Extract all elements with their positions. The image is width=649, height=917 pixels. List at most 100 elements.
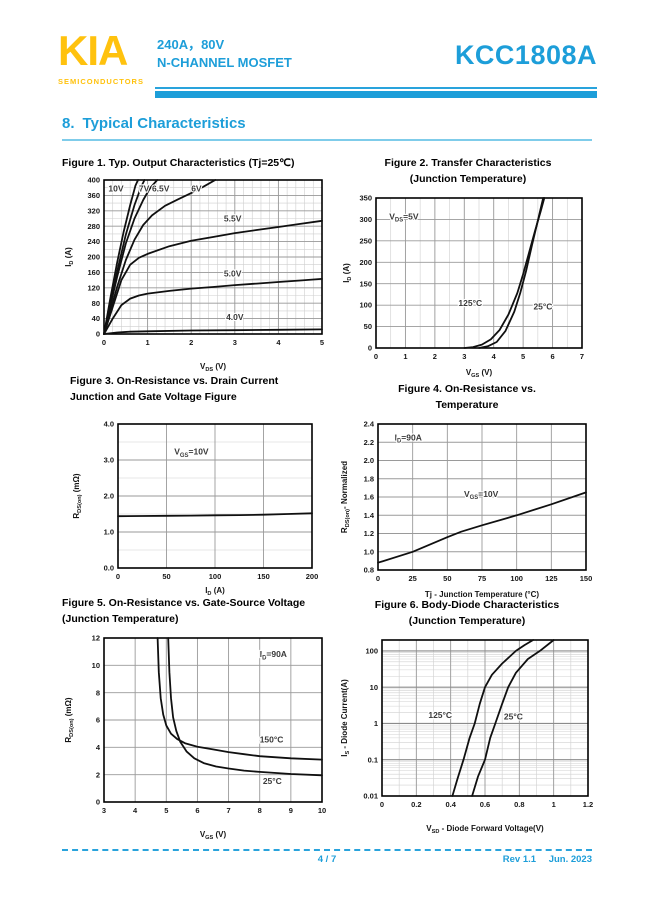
svg-text:VGS=10V: VGS=10V [174, 446, 209, 458]
svg-text:IS - Diode Current(A): IS - Diode Current(A) [340, 678, 351, 756]
svg-text:5: 5 [320, 338, 324, 347]
svg-text:8: 8 [96, 688, 100, 697]
kia-logo: KIA SEMICONDUCTORS [58, 27, 144, 87]
header-rule-thin [155, 87, 597, 89]
figure-4-title: Figure 4. On-Resistance vs. Temperature [338, 382, 596, 414]
svg-text:1.2: 1.2 [364, 529, 374, 538]
svg-text:2.2: 2.2 [364, 437, 374, 446]
svg-text:ID=90A: ID=90A [260, 649, 287, 661]
svg-text:1.2: 1.2 [583, 800, 593, 809]
svg-text:50: 50 [443, 574, 451, 583]
svg-text:0: 0 [96, 329, 100, 338]
svg-text:280: 280 [87, 222, 100, 231]
svg-text:0.0: 0.0 [104, 563, 114, 572]
figure-4-chart: 0 25 50 75 100 125 150 0.8 1.0 1.2 1.4 1.6 1.8 2.0 2.2… [340, 419, 592, 599]
svg-text:7: 7 [580, 352, 584, 361]
svg-text:4: 4 [133, 806, 138, 815]
svg-text:3: 3 [102, 806, 106, 815]
svg-text:5: 5 [521, 352, 525, 361]
svg-text:0: 0 [102, 338, 106, 347]
svg-text:2: 2 [96, 770, 100, 779]
svg-text:6: 6 [195, 806, 199, 815]
svg-text:350: 350 [359, 193, 372, 202]
svg-text:VGS=10V: VGS=10V [464, 489, 499, 501]
svg-text:ID (A): ID (A) [205, 586, 225, 597]
figure-5-title-line1: Figure 5. On-Resistance vs. Gate-Source … [62, 597, 306, 609]
figure-5: Figure 5. On-Resistance vs. Gate-Source … [62, 596, 330, 842]
logo-text: KIA [58, 27, 128, 74]
svg-text:10: 10 [92, 660, 100, 669]
svg-text:2.0: 2.0 [104, 491, 114, 500]
figure-6-title-line2: (Junction Temperature) [408, 614, 526, 627]
figure-3: Figure 3. On-Resistance vs. Drain Curren… [70, 374, 330, 598]
svg-text:50: 50 [364, 322, 372, 331]
svg-text:1: 1 [146, 338, 150, 347]
svg-text:ID (A): ID (A) [342, 262, 353, 282]
svg-text:100: 100 [359, 300, 372, 309]
figure-1-chart: 0 1 2 3 4 5 0 40 80 120 160 200 240 280 320 360 400 VDS (… [64, 175, 324, 373]
svg-text:4: 4 [492, 352, 497, 361]
svg-text:VGS (V): VGS (V) [200, 830, 227, 841]
svg-text:1.0: 1.0 [104, 527, 114, 536]
figure-4-title-line1: Figure 4. On-Resistance vs. [398, 383, 536, 395]
svg-text:10V: 10V [108, 183, 123, 193]
svg-text:5: 5 [164, 806, 168, 815]
svg-text:0.1: 0.1 [368, 755, 378, 764]
svg-text:RDS(on)- Normalized: RDS(on)- Normalized [340, 460, 351, 532]
svg-text:Tj - Junction Temperature (°C): Tj - Junction Temperature (°C) [425, 590, 540, 599]
svg-text:VGS (V): VGS (V) [466, 368, 493, 379]
svg-text:4.0V: 4.0V [226, 312, 244, 322]
footer: 4 / 7 Rev 1.1 Jun. 2023 [62, 849, 592, 871]
svg-text:0: 0 [380, 800, 384, 809]
svg-text:120: 120 [87, 283, 100, 292]
svg-text:VDS (V): VDS (V) [200, 362, 226, 373]
svg-text:4: 4 [276, 338, 281, 347]
figure-1-title: Figure 1. Typ. Output Characteristics (T… [62, 156, 330, 172]
svg-text:VDS=5V: VDS=5V [389, 211, 419, 223]
svg-text:6.5V: 6.5V [152, 183, 170, 193]
svg-text:125: 125 [545, 574, 558, 583]
svg-text:3: 3 [233, 338, 237, 347]
svg-text:1.0: 1.0 [364, 547, 374, 556]
svg-text:100: 100 [510, 574, 523, 583]
revision-date: Jun. 2023 [548, 854, 592, 865]
figure-4: Figure 4. On-Resistance vs. Temperature … [338, 382, 596, 602]
svg-text:3: 3 [462, 352, 466, 361]
svg-text:0: 0 [374, 352, 378, 361]
figure-5-title-line2: (Junction Temperature) [62, 612, 179, 625]
figure-5-chart: 3 4 5 6 7 8 9 10 0 2 4 6 8 10 12 VGS (V) RDS(on) (mΩ) ID=… [64, 633, 326, 841]
section-number: 8. [62, 115, 75, 132]
svg-text:150°C: 150°C [260, 734, 284, 744]
svg-text:0.8: 0.8 [364, 565, 374, 574]
svg-text:10: 10 [370, 682, 378, 691]
svg-text:1.6: 1.6 [364, 492, 374, 501]
figure-2-title: Figure 2. Transfer Characteristics (Junc… [340, 156, 596, 188]
svg-text:6: 6 [550, 352, 554, 361]
svg-text:200: 200 [306, 572, 319, 581]
svg-text:9: 9 [289, 806, 293, 815]
figure-2-title-line2: (Junction Temperature) [409, 172, 527, 185]
device-rating: 240A，80V [157, 37, 225, 52]
figure-3-title: Figure 3. On-Resistance vs. Drain Curren… [70, 374, 330, 406]
svg-text:150: 150 [359, 279, 372, 288]
svg-text:240: 240 [87, 237, 100, 246]
svg-text:0.8: 0.8 [514, 800, 524, 809]
svg-text:25°C: 25°C [504, 711, 523, 721]
svg-text:0.4: 0.4 [445, 800, 456, 809]
header-rule-thick [155, 91, 597, 98]
figure-3-chart: 0 50 100 150 200 0.0 1.0 2.0 3.0 4.0 ID (A) RDS(on)… [72, 419, 319, 597]
svg-text:40: 40 [92, 314, 100, 323]
svg-text:1.8: 1.8 [364, 474, 374, 483]
device-summary: 240A，80V N-CHANNEL MOSFET [157, 36, 292, 72]
svg-text:25°C: 25°C [263, 776, 282, 786]
svg-text:1.4: 1.4 [364, 510, 375, 519]
svg-text:1: 1 [552, 800, 556, 809]
svg-text:0: 0 [96, 797, 100, 806]
svg-text:125°C: 125°C [458, 298, 482, 308]
svg-text:75: 75 [478, 574, 486, 583]
figure-6-chart: 0 0.2 0.4 0.6 0.8 1 1.2 0.01 0.1 1 10 100 VSD - Diod… [340, 638, 593, 835]
svg-text:100: 100 [365, 646, 378, 655]
figure-5-title: Figure 5. On-Resistance vs. Gate-Source … [62, 596, 330, 628]
svg-text:2.4: 2.4 [364, 419, 375, 428]
svg-text:0: 0 [368, 343, 372, 352]
